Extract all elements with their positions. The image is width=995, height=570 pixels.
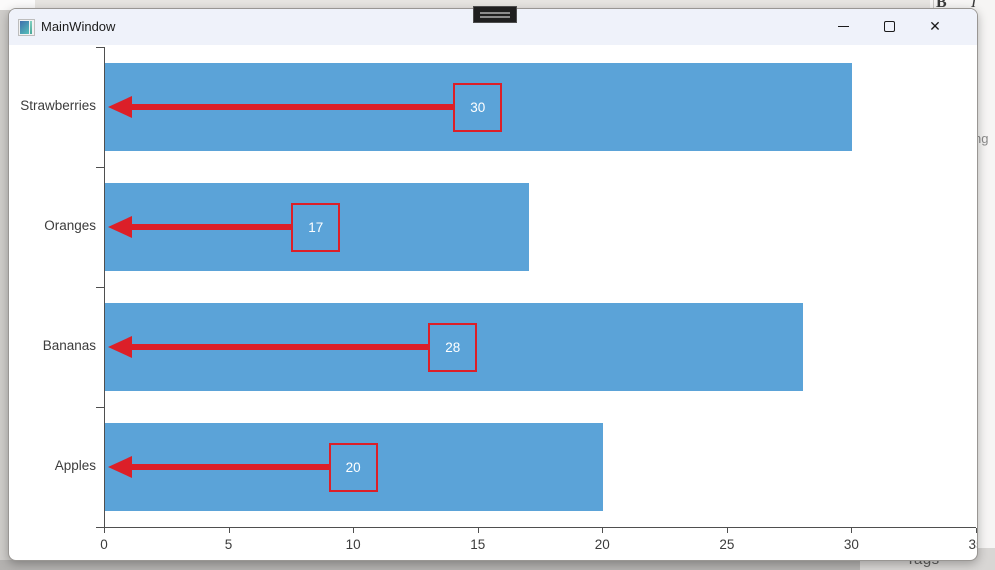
- x-axis-tick: [477, 528, 479, 533]
- x-axis-tick: [851, 528, 853, 533]
- annotation-value-box: 28: [428, 322, 478, 372]
- x-axis-tick: [726, 528, 728, 533]
- annotation-arrow-shaft: [127, 464, 329, 470]
- desktop-top-strip: [0, 0, 995, 9]
- x-tick-label: 20: [594, 537, 610, 552]
- annotation-value-box: 20: [328, 442, 378, 492]
- background-divider-line: [933, 0, 934, 9]
- x-tick-label: 30: [843, 537, 859, 552]
- x-axis-tick: [602, 528, 604, 533]
- maximize-icon: [883, 21, 895, 32]
- x-tick-label: 5: [224, 537, 233, 552]
- chart-plot-area: 0 5 10 15 20 25 30 35 Strawberries 30 Oranges 17 Ban…: [9, 9, 977, 560]
- annotation-arrow-shaft: [127, 104, 454, 110]
- y-axis-tick: [96, 527, 104, 528]
- window-title: MainWindow: [41, 19, 116, 34]
- main-window: MainWindow ✕ 0 5 10 15 20 25 30 35 Strawberries 3…: [8, 8, 978, 561]
- minimize-icon: [837, 26, 849, 27]
- minimize-button[interactable]: [820, 9, 866, 44]
- annotation-arrow-head: [108, 456, 132, 478]
- annotation-value-box: 30: [453, 82, 503, 132]
- snap-handle-line: [480, 11, 510, 14]
- annotation-value-box: 17: [291, 202, 341, 252]
- annotation-arrow-head: [108, 336, 132, 358]
- x-axis-tick: [228, 528, 230, 533]
- y-category-label: Apples: [54, 458, 96, 473]
- snap-handle[interactable]: [473, 6, 517, 23]
- snap-handle-line: [480, 15, 510, 18]
- y-axis-tick: [96, 287, 104, 288]
- y-category-label: Strawberries: [20, 98, 96, 113]
- annotation-arrow-head: [108, 96, 132, 118]
- x-tick-label: 0: [100, 537, 108, 552]
- annotation-arrow-head: [108, 216, 132, 238]
- x-axis-tick: [104, 528, 105, 533]
- app-icon-pane: [30, 21, 32, 34]
- desktop-bottom-strip: [0, 560, 995, 570]
- x-tick-label: 15: [470, 537, 486, 552]
- x-tick-label: 10: [345, 537, 361, 552]
- app-icon-pane: [20, 21, 29, 34]
- close-button[interactable]: ✕: [929, 18, 941, 34]
- y-axis-tick: [96, 167, 104, 168]
- background-italic-icon: I: [971, 0, 977, 11]
- x-axis-tick: [353, 528, 355, 533]
- y-axis-tick: [96, 407, 104, 408]
- desktop-top-left-patch: [0, 0, 35, 10]
- x-axis-line: [104, 527, 976, 528]
- y-axis-tick: [96, 47, 104, 48]
- background-bold-icon: B: [936, 0, 947, 11]
- y-axis-line: [104, 47, 105, 527]
- maximize-button[interactable]: [866, 9, 912, 44]
- x-axis-tick: [976, 528, 977, 533]
- y-category-label: Oranges: [44, 218, 96, 233]
- annotation-arrow-shaft: [127, 224, 292, 230]
- x-tick-label: 35: [968, 537, 977, 552]
- y-category-label: Bananas: [42, 338, 96, 353]
- annotation-arrow-shaft: [127, 344, 429, 350]
- x-tick-label: 25: [719, 537, 735, 552]
- app-icon: [18, 19, 35, 36]
